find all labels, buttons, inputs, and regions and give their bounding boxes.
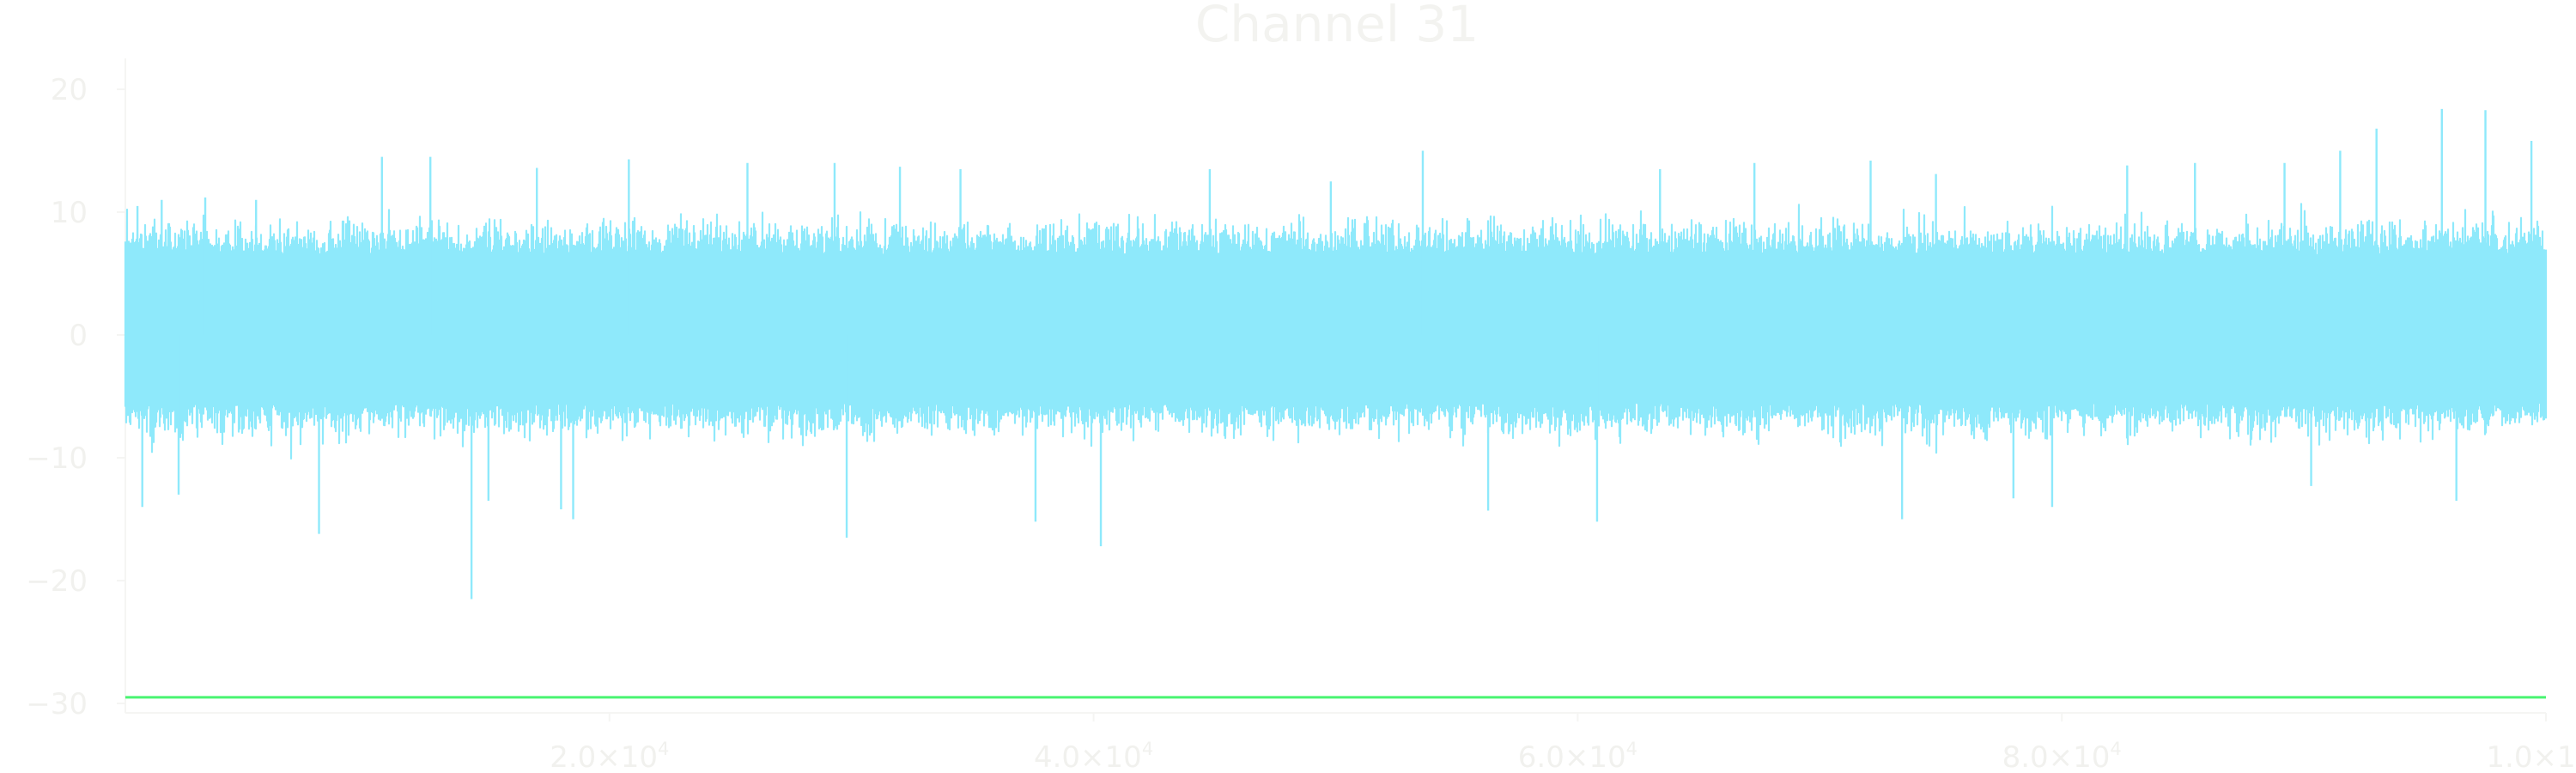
y-tick-label: 10 <box>51 196 88 230</box>
x-tick-label-mantissa: 4.0×10 <box>1034 740 1142 773</box>
y-axis: 20 10 0 −10 −20 −30 <box>26 73 125 721</box>
x-tick-label-exponent: 4 <box>2110 739 2121 759</box>
y-tick-label: −20 <box>26 564 88 599</box>
x-tick-label: 1.0×105 <box>2486 739 2576 773</box>
signal-peaks <box>136 108 2533 600</box>
x-tick-label-mantissa: 8.0×10 <box>2002 740 2111 773</box>
x-tick-label: 8.0×104 <box>2002 739 2122 773</box>
x-tick-label-exponent: 4 <box>658 739 669 759</box>
x-tick-label-mantissa: 1.0×10 <box>2486 740 2576 773</box>
x-tick-label-mantissa: 6.0×10 <box>1518 740 1626 773</box>
x-tick-label: 6.0×104 <box>1518 739 1637 773</box>
chart-title: Channel 31 <box>1195 0 1479 53</box>
x-tick-label: 4.0×104 <box>1034 739 1153 773</box>
y-tick-label: 20 <box>51 73 88 107</box>
x-tick-label-exponent: 4 <box>1626 739 1637 759</box>
y-tick-label: 0 <box>69 319 88 353</box>
y-tick-label: −30 <box>26 687 88 721</box>
y-tick-label: −10 <box>26 441 88 476</box>
series-line-signal <box>124 203 2548 460</box>
x-tick-label: 2.0×104 <box>550 739 669 773</box>
x-tick-label-exponent: 4 <box>1142 739 1153 759</box>
x-tick-label-mantissa: 2.0×10 <box>550 740 658 773</box>
